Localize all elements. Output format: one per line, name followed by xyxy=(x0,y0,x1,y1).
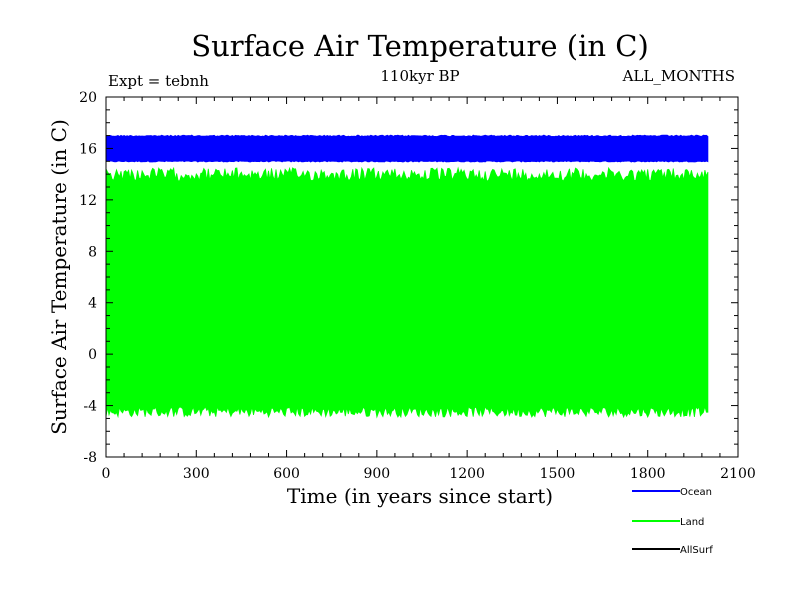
y-tick-label: 8 xyxy=(88,244,97,260)
x-tick-label: 1800 xyxy=(630,466,666,482)
chart-title: Surface Air Temperature (in C) xyxy=(191,29,649,63)
x-axis-label: Time (in years since start) xyxy=(287,484,553,508)
x-tick-label: 1500 xyxy=(540,466,576,482)
x-tick-label: 2100 xyxy=(720,466,756,482)
y-tick-label: 20 xyxy=(79,90,97,106)
legend-label-allsurf: AllSurf xyxy=(680,545,713,556)
x-tick-label: 0 xyxy=(102,466,111,482)
series-ocean xyxy=(105,134,709,163)
legend-label-land: Land xyxy=(680,517,704,528)
y-tick-label: 12 xyxy=(79,193,97,209)
y-tick-label: 0 xyxy=(88,347,97,363)
x-tick-label: 300 xyxy=(183,466,210,482)
x-tick-label: 1200 xyxy=(449,466,485,482)
y-tick-label: -4 xyxy=(83,399,97,415)
y-tick-label: -8 xyxy=(83,450,97,466)
x-tick-label: 600 xyxy=(273,466,300,482)
y-tick-label: 16 xyxy=(79,141,97,157)
months-label: ALL_MONTHS xyxy=(622,67,735,85)
experiment-label: Expt = tebnh xyxy=(108,72,209,90)
y-tick-label: 4 xyxy=(88,296,97,312)
x-tick-label: 900 xyxy=(363,466,390,482)
series-land xyxy=(105,166,709,419)
legend: Ocean Land AllSurf xyxy=(632,487,713,556)
legend-label-ocean: Ocean xyxy=(680,487,712,498)
y-axis-label: Surface Air Temperature (in C) xyxy=(47,119,71,435)
period-label: 110kyr BP xyxy=(380,67,459,85)
